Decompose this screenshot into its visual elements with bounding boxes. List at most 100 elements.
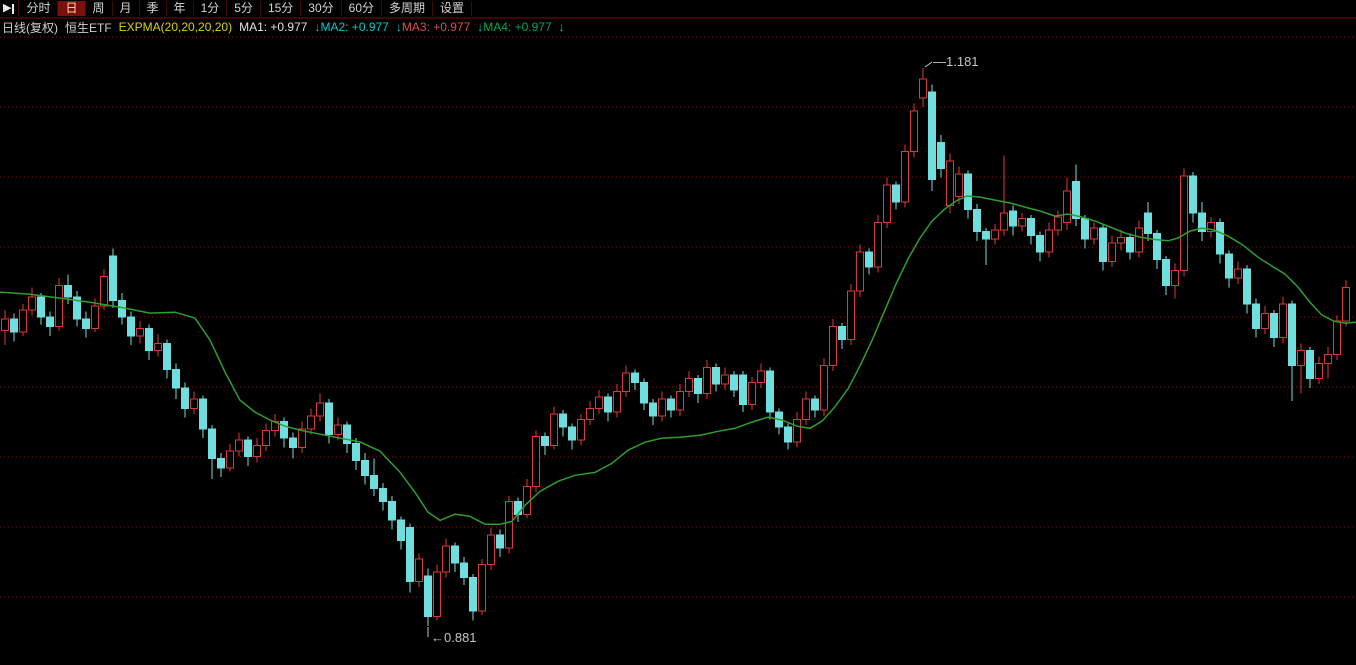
candle (667, 395, 675, 418)
down-arrow-icon: ↓ (314, 20, 321, 34)
candle (1144, 201, 1152, 241)
candle (541, 432, 549, 455)
candle (370, 458, 378, 496)
collapse-panel-icon[interactable]: ▶ (0, 1, 18, 16)
candle (1216, 218, 1224, 264)
candle (1018, 213, 1026, 232)
tab-15分[interactable]: 15分 (259, 1, 300, 16)
candle (910, 103, 918, 158)
candle (136, 320, 144, 344)
candle (892, 181, 900, 210)
candle (433, 564, 441, 621)
candle (1000, 155, 1008, 236)
candle (1009, 205, 1017, 236)
tab-5分[interactable]: 5分 (226, 1, 260, 16)
candle (1306, 347, 1314, 388)
indicator-token: MA3: +0.977 (401, 20, 471, 34)
candle (478, 559, 486, 615)
candle (604, 393, 612, 422)
candle (937, 134, 945, 178)
candle (1252, 298, 1260, 338)
candle (820, 358, 828, 416)
candle (1342, 280, 1350, 327)
candle (487, 527, 495, 571)
candle (523, 479, 531, 519)
candle (874, 214, 882, 273)
candle (1108, 235, 1116, 268)
candle (1234, 261, 1242, 284)
tab-年[interactable]: 年 (165, 1, 193, 16)
candle (19, 304, 27, 336)
candle (568, 423, 576, 450)
tab-分时[interactable]: 分时 (18, 1, 57, 16)
candle (496, 529, 504, 558)
candle (550, 406, 558, 450)
candle (622, 365, 630, 398)
tab-1分[interactable]: 1分 (192, 1, 227, 16)
candle (100, 268, 108, 310)
candle (505, 495, 513, 554)
period-toolbar: ▶ 分时日周月季年 1分 5分 15分 30分 60分 多周期 设置 (0, 0, 1356, 19)
candle (793, 412, 801, 448)
candle (280, 417, 288, 448)
candle (739, 371, 747, 413)
tab-日[interactable]: 日 (57, 1, 85, 16)
candle (559, 410, 567, 437)
candle (406, 523, 414, 593)
tab-设置[interactable]: 设置 (432, 1, 473, 16)
candle (613, 384, 621, 418)
high-annotation: —1.181 (924, 54, 979, 69)
candle (883, 177, 891, 228)
candle (1081, 214, 1089, 249)
candle (253, 438, 261, 463)
candle (91, 298, 99, 333)
candle (1045, 222, 1053, 258)
candle (262, 423, 270, 452)
candle (343, 421, 351, 454)
candle (1297, 343, 1305, 394)
indicator-token: MA2: +0.977 (320, 20, 389, 34)
candle (55, 278, 63, 331)
candle (1315, 356, 1323, 385)
candle (532, 430, 540, 493)
candle (712, 363, 720, 392)
tab-30分[interactable]: 30分 (300, 1, 340, 16)
candle (757, 363, 765, 388)
candle (154, 333, 162, 357)
candle (271, 413, 279, 437)
candle (28, 287, 36, 316)
indicator-info-row: 日线(复权) 恒生ETF EXPMA(20,20,20,20) MA1: +0.977… (2, 19, 565, 35)
indicator-token: MA4: +0.977 (483, 20, 552, 34)
candle (244, 436, 252, 467)
tab-多周期[interactable]: 多周期 (381, 1, 432, 16)
tab-周[interactable]: 周 (84, 1, 112, 16)
candle (379, 482, 387, 511)
tab-月[interactable]: 月 (111, 1, 139, 16)
candle (685, 371, 693, 398)
candle (703, 360, 711, 400)
candle (316, 393, 324, 422)
candle (766, 367, 774, 420)
candle (10, 313, 18, 342)
tab-60分[interactable]: 60分 (340, 1, 381, 16)
candle (928, 84, 936, 191)
candle (73, 291, 81, 327)
candle (1117, 229, 1125, 251)
indicator-token: EXPMA(20,20,20,20) (118, 20, 233, 34)
candle (172, 363, 180, 400)
candle (127, 311, 135, 346)
candle (1243, 265, 1251, 314)
candle (748, 376, 756, 411)
tab-季[interactable]: 季 (138, 1, 166, 16)
candle (955, 166, 963, 204)
candle (208, 425, 216, 480)
candle (1090, 222, 1098, 245)
period-tabs: 分时日周月季年 1分 5分 15分 30分 60分 多周期 设置 (18, 1, 473, 16)
candle (865, 248, 873, 275)
gridlines (0, 36, 1356, 598)
candle (1027, 214, 1035, 245)
indicator-token: MA1: +0.977 (239, 20, 308, 34)
candle (1135, 220, 1143, 258)
